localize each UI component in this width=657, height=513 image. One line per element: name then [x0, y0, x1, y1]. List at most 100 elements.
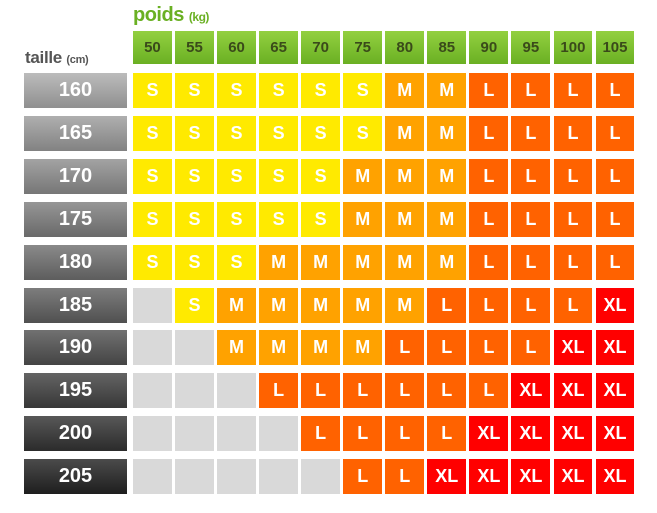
weight-title-text: poids — [133, 4, 184, 26]
empty-size-cell — [175, 330, 214, 366]
size-cell: S — [301, 201, 341, 237]
size-cell: S — [217, 115, 256, 151]
weight-unit-text: (kg) — [188, 10, 210, 24]
size-cell: S — [175, 158, 214, 194]
size-cell: L — [385, 459, 425, 495]
size-cell: S — [301, 158, 341, 194]
size-cell: L — [511, 244, 551, 280]
size-cell: L — [301, 373, 341, 409]
weight-header-cell: 70 — [301, 31, 341, 64]
size-cell: M — [217, 287, 256, 323]
size-cell: L — [385, 373, 425, 409]
size-cell: L — [595, 158, 635, 194]
size-cell: XL — [553, 330, 593, 366]
empty-size-cell — [217, 459, 256, 495]
height-label-cell: 170 — [24, 158, 127, 194]
empty-size-cell — [133, 373, 172, 409]
size-cell: S — [133, 201, 172, 237]
size-cell: L — [553, 287, 593, 323]
size-cell: S — [217, 244, 256, 280]
height-label-cell: 180 — [24, 244, 127, 280]
size-cell: XL — [553, 373, 593, 409]
size-cell: L — [427, 287, 467, 323]
weight-header-cell: 60 — [217, 31, 256, 64]
size-cell: S — [175, 287, 214, 323]
size-cell: XL — [511, 459, 551, 495]
empty-size-cell — [301, 459, 341, 495]
size-cell: L — [511, 287, 551, 323]
size-cell: L — [469, 158, 509, 194]
size-cell: L — [469, 115, 509, 151]
weight-header-cell: 65 — [259, 31, 299, 64]
height-title-text: taille — [25, 48, 62, 67]
size-cell: M — [385, 158, 425, 194]
weight-header-cell: 105 — [595, 31, 635, 64]
size-cell: L — [553, 201, 593, 237]
size-cell: M — [385, 73, 425, 108]
weight-axis-title: poids (kg) — [133, 4, 209, 28]
size-cell: L — [469, 287, 509, 323]
size-cell: L — [385, 416, 425, 452]
size-cell: XL — [595, 330, 635, 366]
weight-header-cell: 90 — [469, 31, 509, 64]
size-cell: L — [427, 416, 467, 452]
size-cell: L — [385, 330, 425, 366]
height-label-cell: 200 — [24, 416, 127, 452]
size-cell: XL — [595, 287, 635, 323]
size-cell: L — [511, 73, 551, 108]
size-cell: XL — [469, 416, 509, 452]
weight-header-cell: 50 — [133, 31, 172, 64]
size-cell: S — [301, 115, 341, 151]
size-cell: S — [133, 244, 172, 280]
size-cell: L — [469, 373, 509, 409]
size-cell: L — [511, 201, 551, 237]
size-cell: XL — [511, 373, 551, 409]
size-cell: L — [469, 244, 509, 280]
weight-header-cell: 75 — [343, 31, 383, 64]
size-cell: L — [595, 115, 635, 151]
size-cell: L — [511, 330, 551, 366]
empty-size-cell — [133, 287, 172, 323]
size-cell: L — [343, 373, 383, 409]
size-cell: M — [427, 115, 467, 151]
size-cell: L — [343, 416, 383, 452]
weight-header-cell: 95 — [511, 31, 551, 64]
size-cell: S — [259, 73, 299, 108]
size-cell: XL — [553, 459, 593, 495]
size-cell: L — [427, 330, 467, 366]
size-cell: L — [343, 459, 383, 495]
empty-size-cell — [133, 330, 172, 366]
height-axis-title: taille (cm) — [25, 48, 89, 70]
empty-size-cell — [217, 373, 256, 409]
empty-size-cell — [175, 416, 214, 452]
height-label-cell: 165 — [24, 115, 127, 151]
empty-size-cell — [259, 416, 299, 452]
weight-header-cell: 85 — [427, 31, 467, 64]
size-cell: M — [343, 287, 383, 323]
size-cell: L — [511, 115, 551, 151]
size-cell: L — [595, 244, 635, 280]
size-cell: L — [469, 201, 509, 237]
empty-size-cell — [133, 416, 172, 452]
size-cell: S — [259, 158, 299, 194]
size-cell: S — [217, 158, 256, 194]
size-cell: S — [175, 73, 214, 108]
size-cell: XL — [553, 416, 593, 452]
size-cell: S — [175, 244, 214, 280]
size-cell: L — [301, 416, 341, 452]
size-cell: M — [259, 244, 299, 280]
size-cell: L — [553, 158, 593, 194]
size-cell: S — [259, 201, 299, 237]
size-cell: L — [469, 73, 509, 108]
size-cell: M — [385, 287, 425, 323]
size-cell: L — [595, 201, 635, 237]
size-cell: M — [343, 158, 383, 194]
size-cell: M — [427, 158, 467, 194]
size-cell: M — [427, 201, 467, 237]
size-cell: L — [595, 73, 635, 108]
size-cell: XL — [511, 416, 551, 452]
size-cell: S — [175, 115, 214, 151]
size-cell: M — [385, 201, 425, 237]
size-cell: S — [133, 115, 172, 151]
size-cell: L — [511, 158, 551, 194]
